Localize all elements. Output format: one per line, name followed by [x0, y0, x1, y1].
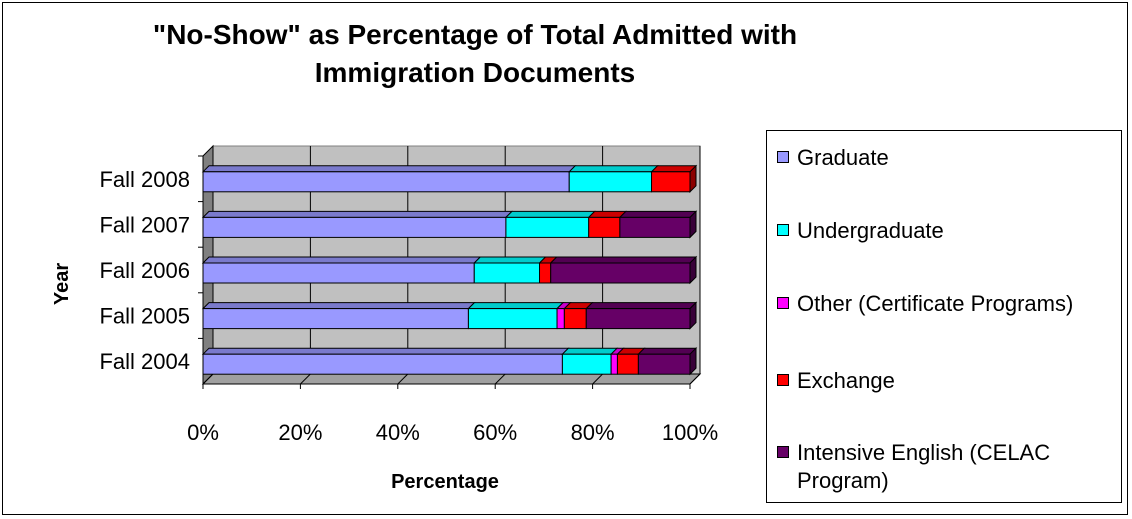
x-axis-title: Percentage: [391, 471, 499, 493]
bar-exchange: [616, 347, 646, 375]
bar-graduate: [201, 302, 476, 330]
legend-swatch-intensive-english: [777, 446, 789, 458]
bar-front: [585, 308, 691, 330]
bar-top: [585, 302, 698, 310]
bar-front: [550, 262, 691, 284]
bar-top: [549, 256, 698, 264]
bar-end-cap: [689, 346, 697, 376]
floor-gridline: [494, 373, 506, 385]
bar-end-cap: [689, 164, 697, 194]
bar-top: [201, 256, 482, 264]
y-tick-label: Fall 2007: [99, 212, 190, 237]
bar-graduate: [201, 256, 482, 284]
bar-front: [539, 262, 552, 284]
legend-swatch-undergraduate: [777, 224, 789, 236]
legend-label-other: Other (Certificate Programs): [797, 291, 1074, 316]
bar-top: [201, 302, 476, 310]
legend-swatch-exchange: [777, 374, 789, 386]
y-axis-title: Year: [51, 263, 73, 305]
x-tick-label: 100%: [662, 420, 718, 445]
bar-top: [637, 347, 698, 355]
bar-front: [610, 353, 618, 375]
floor-gridline: [202, 373, 214, 385]
chart-title-line-1: "No-Show" as Percentage of Total Admitte…: [152, 19, 798, 50]
bar-intensive-english-celac-program: [549, 256, 698, 284]
bar-graduate: [201, 165, 577, 193]
y-tick-label: Fall 2005: [99, 304, 190, 329]
bar-undergraduate: [504, 210, 596, 238]
bar-undergraduate: [568, 165, 659, 193]
bar-front: [202, 262, 475, 284]
x-tick-label: 40%: [376, 420, 420, 445]
bar-front: [616, 353, 639, 375]
bar-front: [561, 353, 612, 375]
bar-intensive-english-celac-program: [637, 347, 698, 375]
bar-top: [201, 347, 570, 355]
bar-front: [556, 308, 565, 330]
bar-front: [467, 308, 558, 330]
bar-end-cap: [689, 210, 697, 239]
bar-end-cap: [689, 301, 697, 330]
bar-end-cap: [689, 255, 697, 285]
bar-front: [202, 308, 469, 330]
x-tick-label: 60%: [473, 420, 517, 445]
bar-graduate: [201, 347, 570, 375]
bar-front: [637, 353, 691, 375]
bar-undergraduate: [473, 256, 547, 284]
legend-item-other: Other (Certificate Programs): [777, 290, 1117, 318]
bar-top: [467, 302, 565, 310]
floor-gridline: [592, 373, 603, 385]
floor: [201, 373, 702, 385]
bar-top: [504, 210, 596, 218]
floor-gridline: [397, 373, 409, 385]
bar-front: [651, 171, 691, 193]
bar-front: [619, 216, 691, 238]
bar-undergraduate: [467, 302, 565, 330]
legend-swatch-other: [777, 297, 789, 309]
bar-top: [201, 165, 577, 173]
bar-top: [561, 347, 619, 355]
bar-undergraduate: [561, 347, 619, 375]
legend-item-graduate: Graduate: [777, 144, 1117, 172]
y-tick-label: Fall 2008: [99, 167, 190, 192]
bar-intensive-english-celac-program: [585, 302, 698, 330]
legend-item-undergraduate: Undergraduate: [777, 217, 1117, 245]
y-tick-label: Fall 2006: [99, 258, 190, 283]
floor-gridline: [300, 373, 311, 385]
bar-top: [650, 165, 698, 173]
bar-top: [568, 165, 659, 173]
bar-front: [473, 262, 541, 284]
bar-front: [563, 308, 587, 330]
bar-intensive-english-celac-program: [618, 210, 698, 238]
legend-item-exchange: Exchange: [777, 367, 1117, 395]
x-tick-label: 20%: [278, 420, 322, 445]
legend-label-undergraduate: Undergraduate: [797, 218, 944, 243]
bar-front: [202, 216, 507, 238]
bar-front: [568, 171, 653, 193]
floor-gridline: [689, 373, 701, 385]
bar-graduate: [201, 210, 514, 238]
bar-top: [473, 256, 547, 264]
bar-front: [202, 353, 563, 375]
x-tick-label: 0%: [187, 420, 219, 445]
y-tick-label: Fall 2004: [99, 349, 190, 374]
legend-label-graduate: Graduate: [797, 145, 889, 170]
bar-exchange: [650, 165, 698, 193]
bar-top: [201, 210, 514, 218]
x-tick-label: 80%: [571, 420, 615, 445]
legend-item-intensive-english: Intensive English (CELAC Program): [777, 439, 1117, 495]
bar-front: [505, 216, 590, 238]
bar-front: [202, 171, 570, 193]
chart-title-line-2: Immigration Documents: [314, 57, 636, 88]
legend: Graduate Undergraduate Other (Certificat…: [766, 130, 1122, 503]
bar-front: [588, 216, 621, 238]
bar-exchange: [587, 210, 628, 238]
bar-top: [618, 210, 698, 218]
legend-swatch-graduate: [777, 151, 789, 163]
chart-title: "No-Show" as Percentage of Total Admitte…: [60, 16, 890, 92]
legend-label-intensive-english: Intensive English (CELAC Program): [797, 440, 1051, 493]
legend-label-exchange: Exchange: [797, 368, 895, 393]
